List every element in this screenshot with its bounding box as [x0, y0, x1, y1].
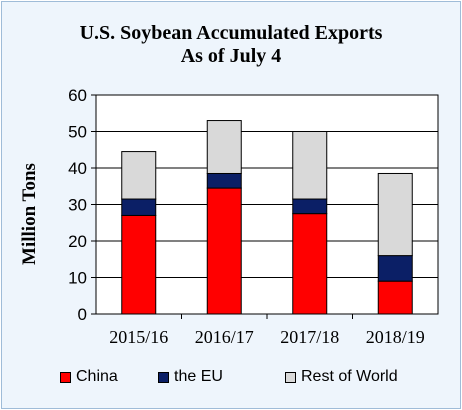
bar-segment-rest-of-world-1: [206, 120, 242, 174]
x-tick-label: 2017/18: [280, 327, 339, 347]
bar-segment-china-3: [377, 280, 413, 315]
y-tick-label: 20: [68, 232, 87, 251]
legend-label: the EU: [174, 368, 223, 385]
bar-segment-rest-of-world-3: [377, 172, 413, 257]
bar-segment-the-eu-3: [377, 255, 413, 282]
legend-label: Rest of World: [301, 368, 398, 385]
bar-segment-china-2: [292, 213, 328, 315]
chart-legend: China the EU Rest of World: [0, 368, 462, 392]
bar-segment-the-eu-2: [292, 198, 328, 215]
y-tick-label: 0: [78, 305, 87, 324]
legend-label: China: [76, 368, 118, 385]
bar-segment-rest-of-world-2: [292, 131, 328, 200]
chart-title: U.S. Soybean Accumulated Exports As of J…: [0, 22, 462, 68]
x-tick-label: 2015/16: [109, 327, 168, 347]
chart-title-line: U.S. Soybean Accumulated Exports: [79, 22, 383, 44]
y-tick-label: 30: [68, 196, 87, 215]
legend-swatch: [158, 371, 169, 383]
legend-item-the-eu: the EU: [158, 368, 223, 386]
legend-item-rest-of-world: Rest of World: [285, 368, 398, 386]
y-tick-label: 40: [68, 159, 87, 178]
legend-swatch: [60, 371, 71, 383]
bar-segment-the-eu-1: [206, 172, 242, 189]
bar-segment-china-0: [121, 214, 157, 315]
x-tick-label: 2016/17: [195, 327, 254, 347]
bar-segment-china-1: [206, 187, 242, 315]
legend-swatch: [285, 371, 296, 383]
y-tick-label: 50: [68, 123, 87, 142]
y-tick-label: 60: [68, 86, 87, 105]
bar-segment-rest-of-world-0: [121, 151, 157, 200]
y-tick-label: 10: [68, 269, 87, 288]
legend-item-china: China: [60, 368, 118, 386]
chart-subtitle-line: As of July 4: [180, 45, 282, 67]
bar-segment-the-eu-0: [121, 198, 157, 216]
x-tick-label: 2018/19: [366, 327, 425, 347]
